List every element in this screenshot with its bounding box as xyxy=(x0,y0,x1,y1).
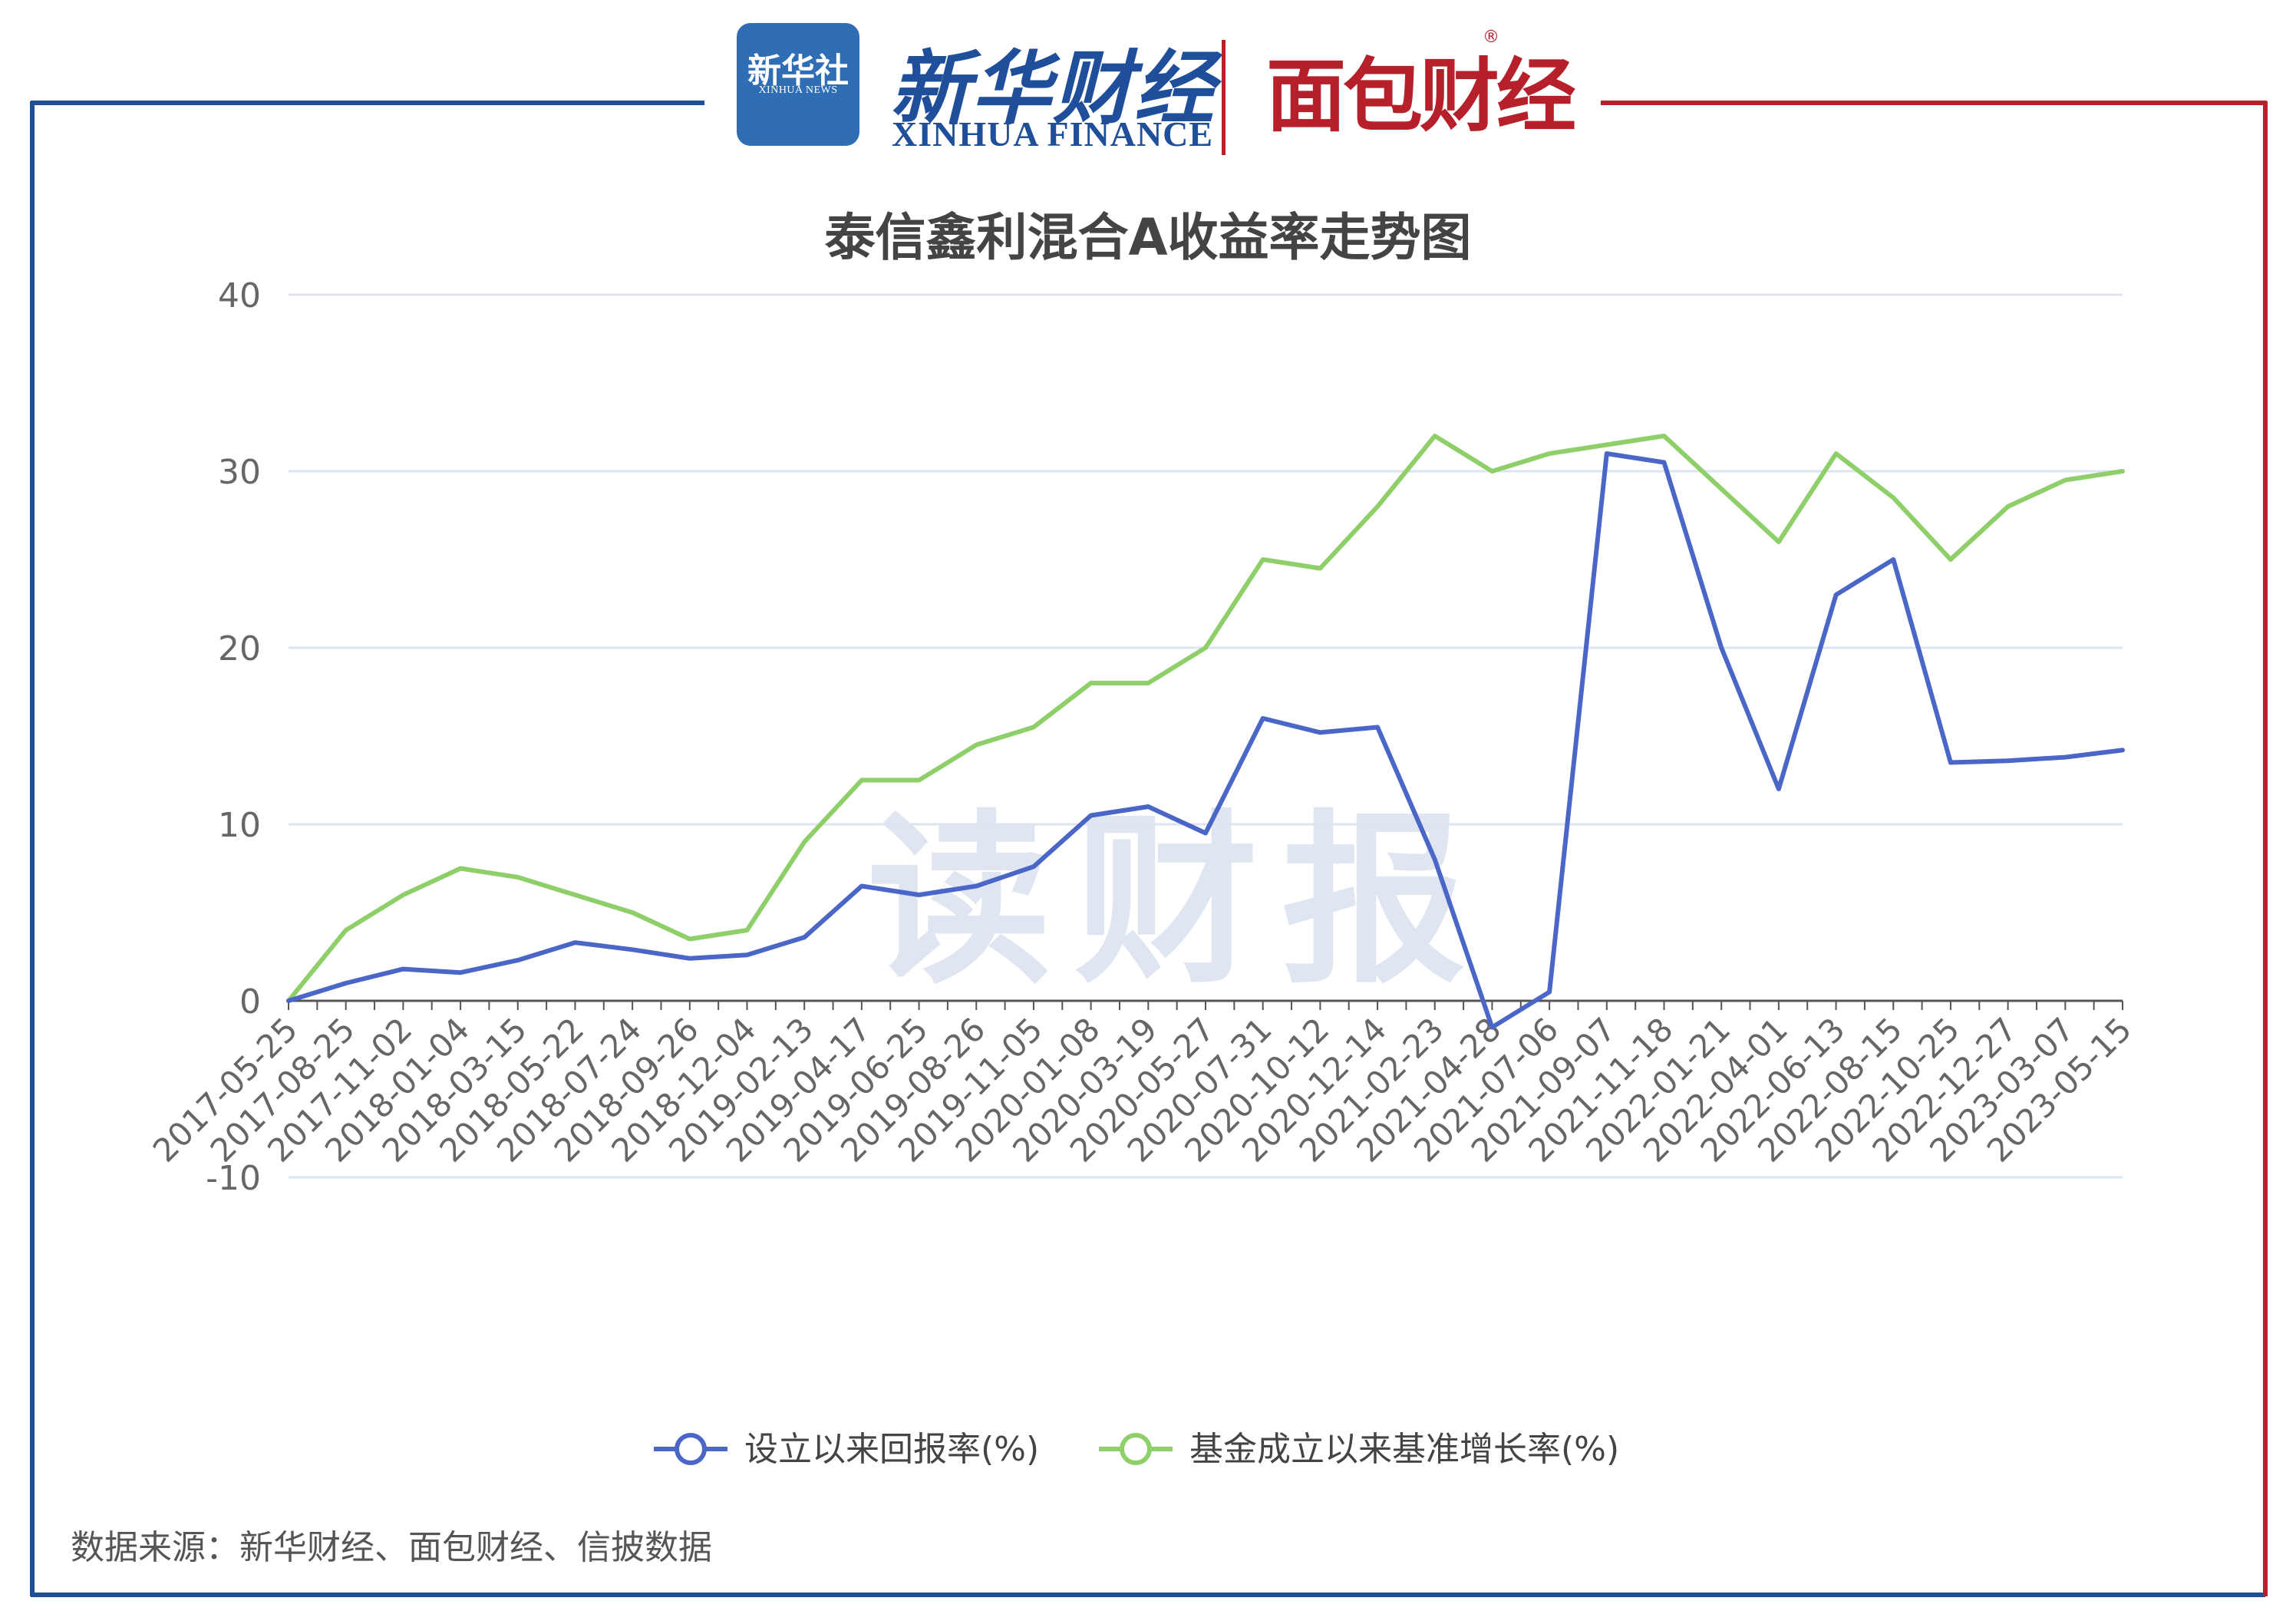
xinhua-logo-en: XINHUA NEWS xyxy=(758,84,838,96)
legend-marker xyxy=(675,1433,707,1465)
xinhua-finance-logo-cn: 新华财经 xyxy=(890,41,1216,135)
legend-marker xyxy=(1120,1433,1152,1465)
y-tick-label: 40 xyxy=(218,276,261,315)
y-tick-label: 10 xyxy=(218,806,261,845)
y-tick-label: -10 xyxy=(206,1159,261,1198)
legend-label[interactable]: 基金成立以来基准增长率(%) xyxy=(1189,1430,1619,1469)
series-line xyxy=(286,451,2125,1030)
watermark: 读财报 xyxy=(867,794,1489,1008)
xinhua-finance-logo-en: XINHUA FINANCE xyxy=(892,114,1214,153)
xinhua-logo-cn: 新华社 xyxy=(747,51,849,91)
source-note: 数据来源：新华财经、面包财经、信披数据 xyxy=(71,1528,712,1567)
mianbao-finance-logo: 面包财经 xyxy=(1266,49,1576,143)
xinhua-news-logo: 新华社 XINHUA NEWS xyxy=(737,23,859,146)
y-tick-label: 20 xyxy=(218,629,261,668)
legend-label[interactable]: 设立以来回报率(%) xyxy=(744,1430,1039,1469)
logo-divider xyxy=(1222,40,1226,155)
y-tick-label: 0 xyxy=(239,982,261,1022)
y-tick-label: 30 xyxy=(218,453,261,492)
chart-title: 泰信鑫利混合A收益率走势图 xyxy=(824,208,1472,267)
registered-mark: ® xyxy=(1483,28,1499,47)
series-line xyxy=(286,434,2125,1003)
